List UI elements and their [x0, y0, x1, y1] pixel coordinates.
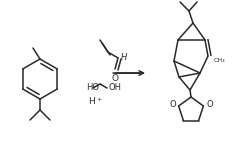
Text: O: O [206, 101, 213, 110]
Text: OH: OH [108, 83, 121, 92]
Text: H: H [121, 52, 127, 62]
Text: H$^+$: H$^+$ [88, 95, 102, 107]
Text: CH₃: CH₃ [214, 58, 226, 62]
Text: O: O [111, 74, 119, 83]
Text: O: O [169, 101, 176, 110]
Text: HO: HO [86, 83, 99, 92]
